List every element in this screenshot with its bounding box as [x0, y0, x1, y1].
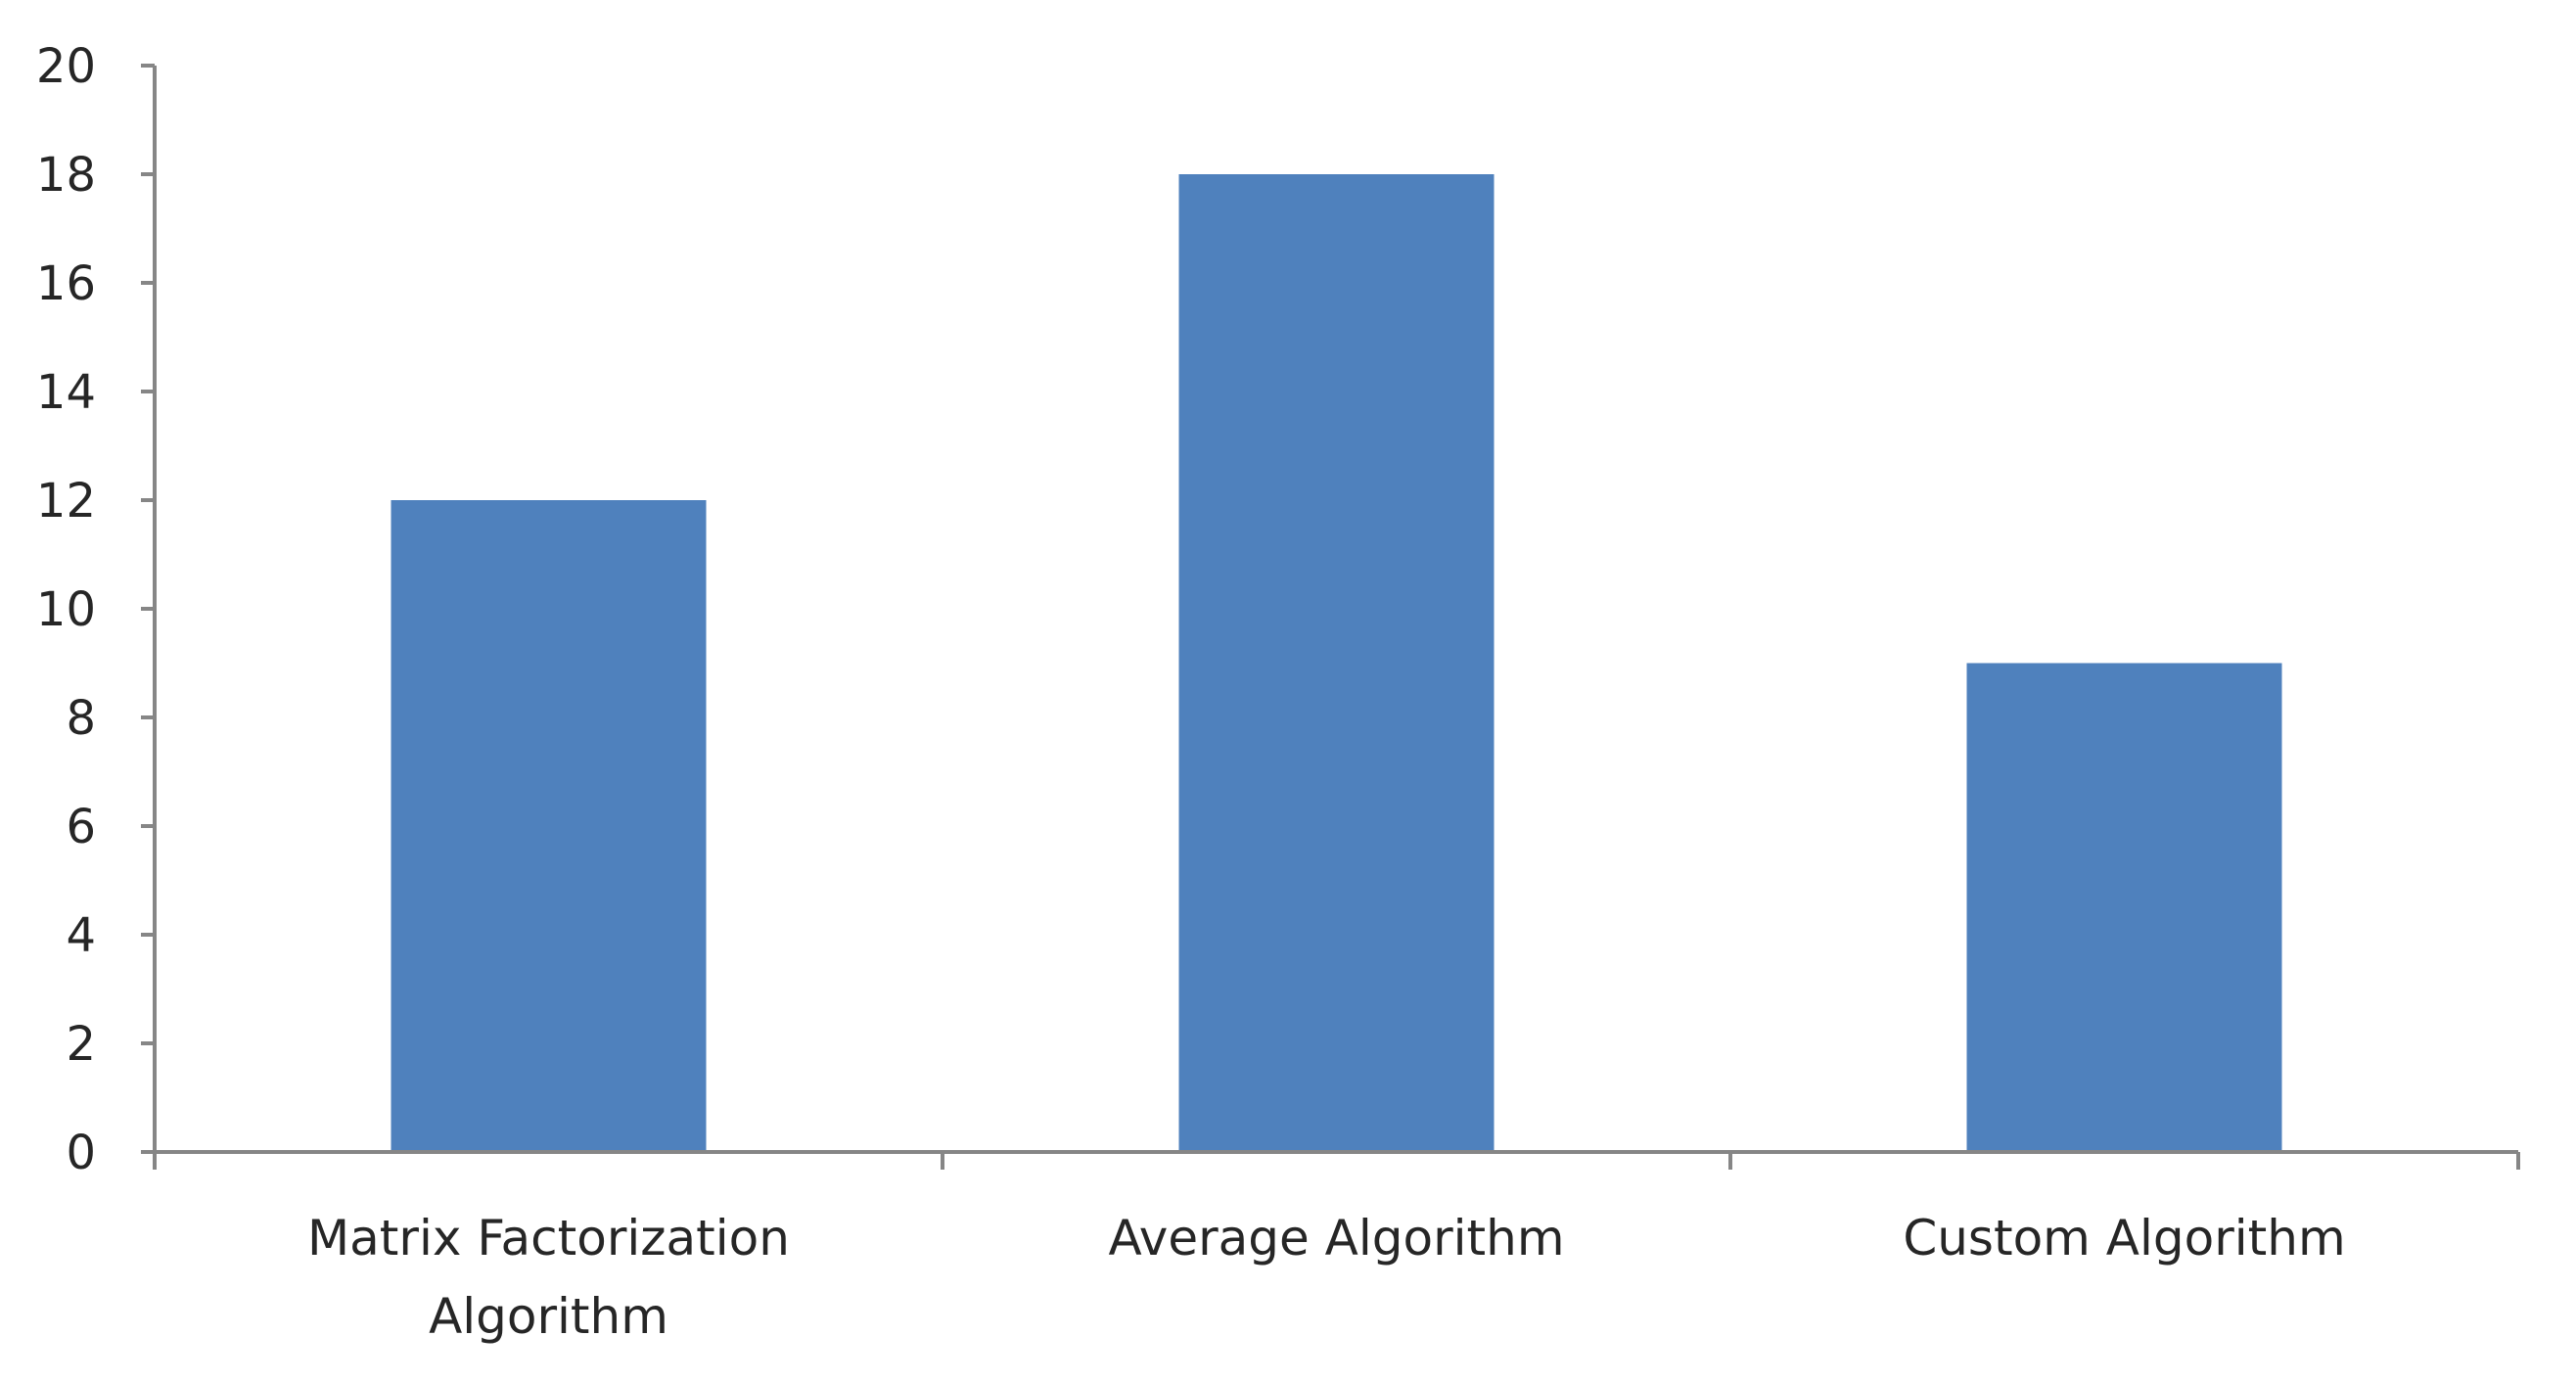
bars-group: [391, 174, 2282, 1152]
bar-1: [391, 500, 707, 1152]
y-tick-label: 12: [36, 474, 96, 529]
y-tick-label: 14: [36, 365, 96, 420]
y-tick-label: 10: [36, 582, 96, 637]
y-tick-label: 6: [66, 800, 96, 854]
x-category-label-line: Algorithm: [429, 1288, 668, 1345]
x-category-label-line: Custom Algorithm: [1903, 1210, 2345, 1267]
y-tick-label: 20: [36, 39, 96, 94]
x-category-label-line: Matrix Factorization: [307, 1210, 790, 1267]
bar-3: [1966, 663, 2282, 1152]
x-category-label: Average Algorithm: [1108, 1210, 1564, 1267]
x-category-label-line: Average Algorithm: [1108, 1210, 1564, 1267]
y-tick-label: 16: [36, 256, 96, 311]
y-tick-label: 4: [66, 908, 96, 963]
x-category-label: Custom Algorithm: [1903, 1210, 2345, 1267]
x-category-label: Matrix Factorization Algorithm: [307, 1210, 790, 1345]
y-tick-label: 0: [66, 1126, 96, 1180]
y-tick-label: 8: [66, 691, 96, 746]
y-axis: 0 2 4 6 8 10 12 14 16 18 20: [36, 39, 157, 1180]
bar-2: [1178, 174, 1495, 1152]
x-axis: Matrix Factorization Algorithm Average Alg…: [141, 1150, 2520, 1345]
y-tick-label: 2: [66, 1017, 96, 1072]
y-tick-label: 18: [36, 148, 96, 203]
